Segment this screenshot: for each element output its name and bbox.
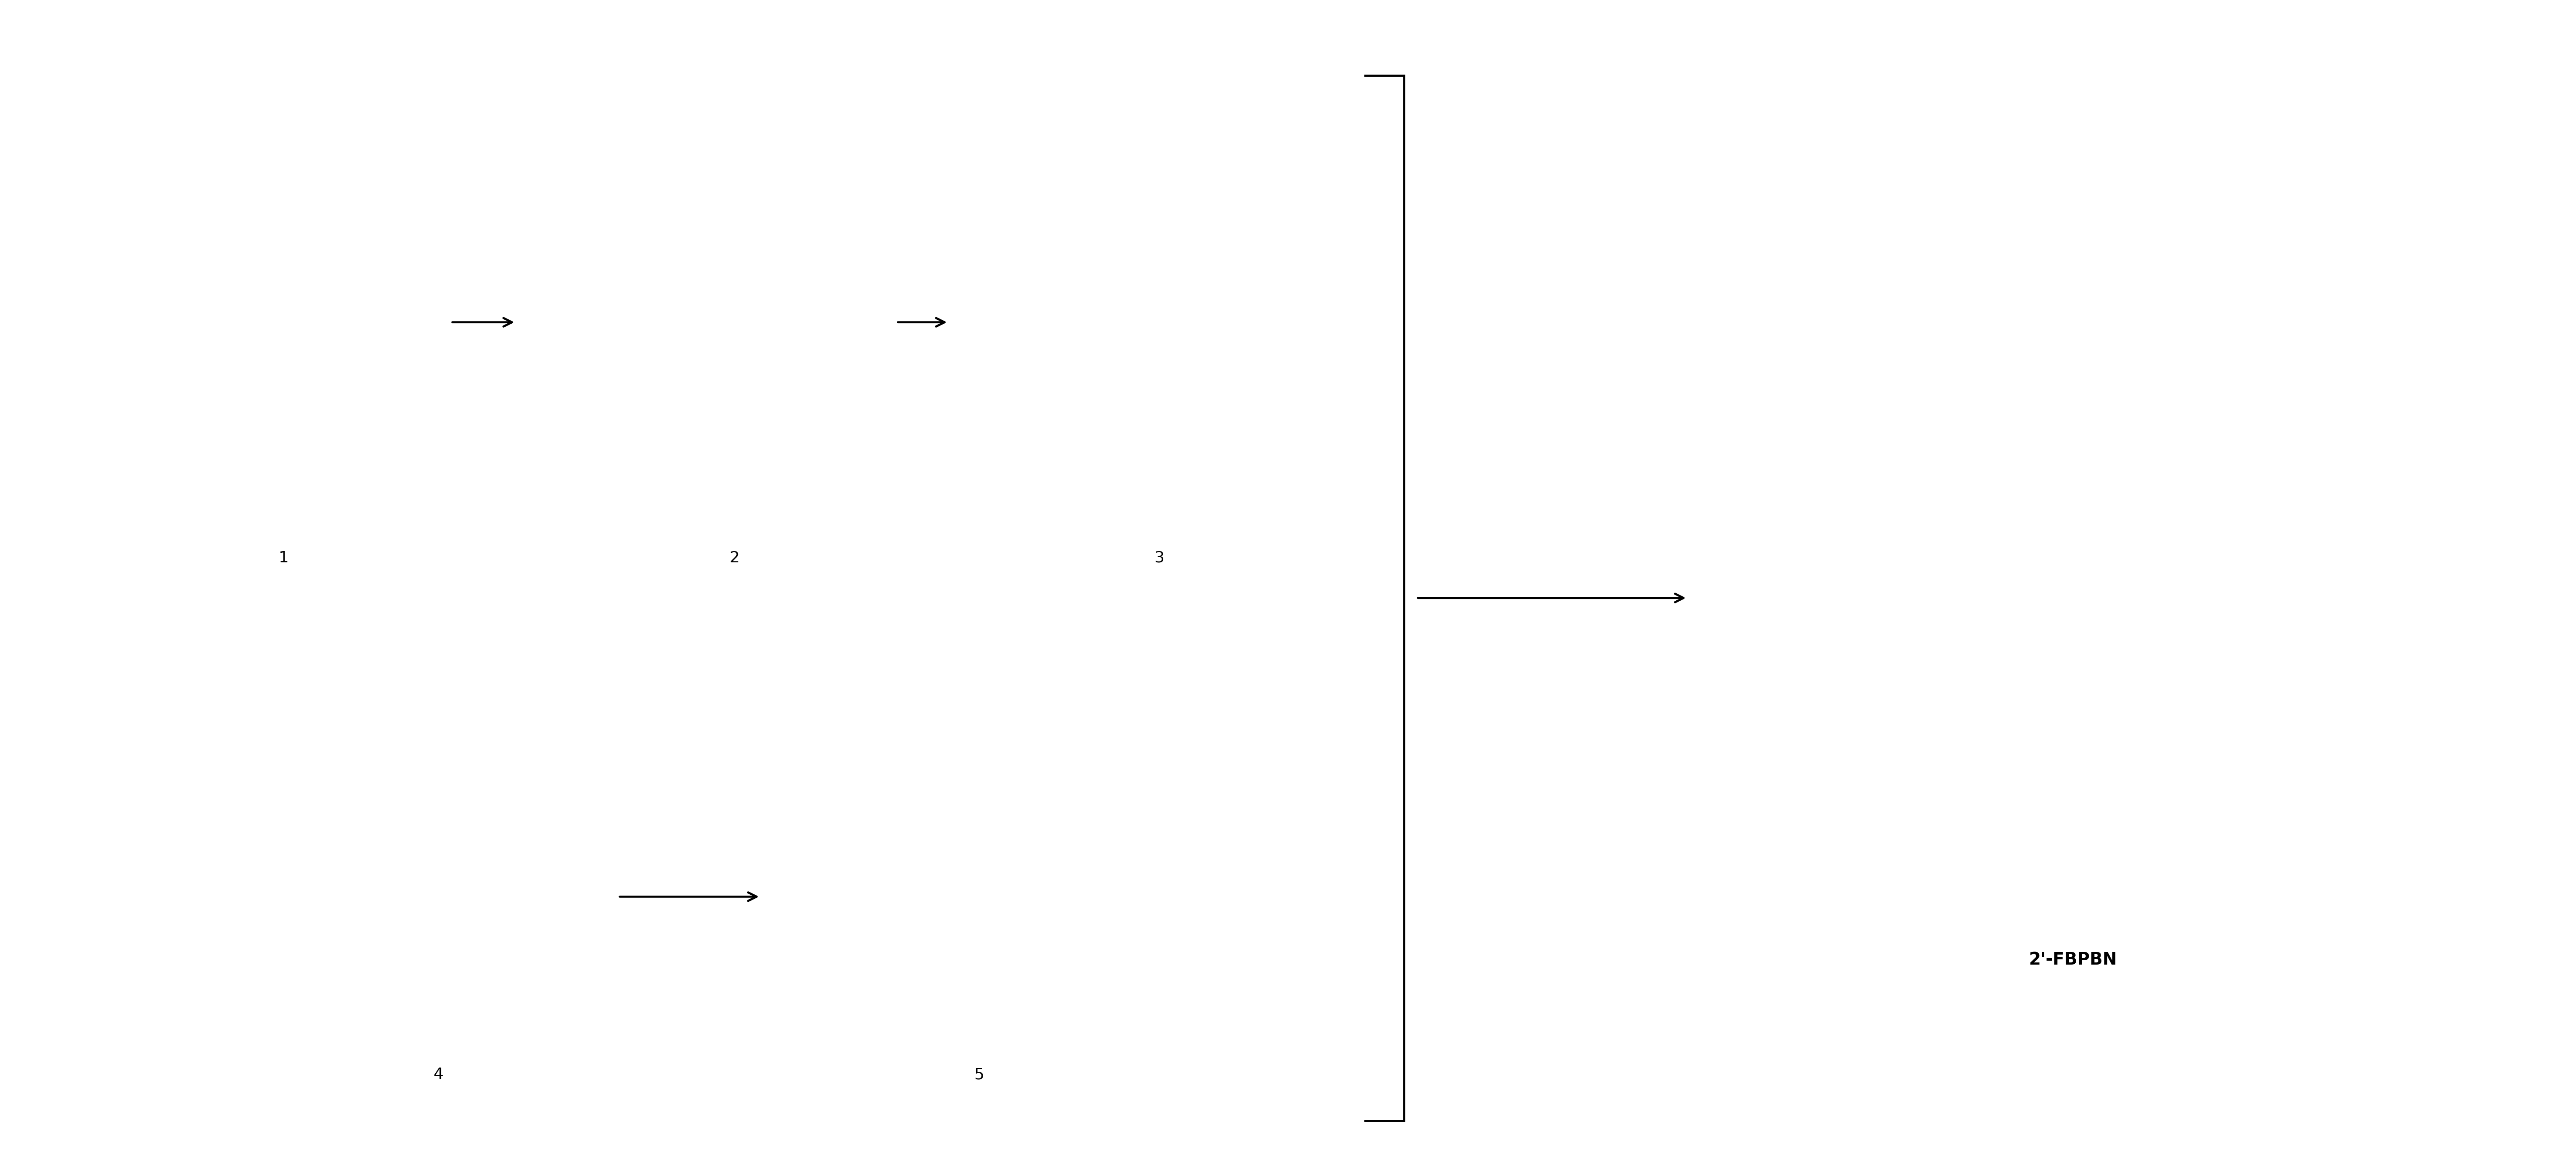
Text: 1: 1	[278, 551, 289, 565]
Text: 2'-FBPBN: 2'-FBPBN	[2030, 951, 2117, 968]
Text: 2: 2	[729, 551, 739, 565]
Text: 4: 4	[433, 1067, 443, 1082]
Text: 3: 3	[1154, 551, 1164, 565]
Text: 5: 5	[974, 1067, 984, 1082]
